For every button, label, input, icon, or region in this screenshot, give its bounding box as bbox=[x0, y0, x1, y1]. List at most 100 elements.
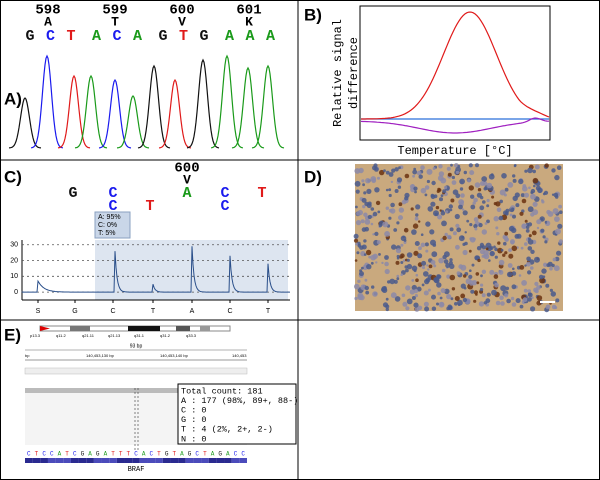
cell bbox=[454, 213, 460, 220]
translation bbox=[25, 458, 33, 463]
sequence-base: C bbox=[134, 451, 138, 458]
cell bbox=[476, 192, 482, 198]
cell bbox=[396, 254, 400, 258]
count-line: N : 0 bbox=[181, 434, 207, 444]
cell bbox=[358, 167, 364, 174]
cell bbox=[452, 231, 457, 236]
cell bbox=[534, 164, 540, 170]
cell bbox=[519, 304, 524, 309]
cell bbox=[396, 221, 400, 225]
cell bbox=[541, 268, 547, 274]
band-label: q11.2 bbox=[56, 333, 66, 338]
cell bbox=[477, 214, 482, 219]
cell bbox=[354, 180, 361, 187]
cell bbox=[375, 200, 381, 206]
cell bbox=[486, 219, 490, 224]
cell bbox=[493, 274, 499, 279]
cell bbox=[444, 232, 448, 237]
cell bbox=[400, 243, 404, 247]
translation bbox=[208, 458, 217, 463]
cell bbox=[508, 253, 514, 259]
cell bbox=[486, 204, 490, 208]
base-call: A bbox=[225, 28, 234, 45]
cell bbox=[440, 177, 447, 184]
cell bbox=[457, 303, 461, 307]
cell bbox=[420, 242, 426, 248]
cell bbox=[456, 271, 461, 276]
cell bbox=[528, 234, 532, 238]
x-tick-label: S bbox=[36, 308, 41, 315]
cell bbox=[463, 170, 467, 175]
cell bbox=[396, 274, 400, 278]
cell bbox=[393, 228, 398, 232]
cell bbox=[394, 296, 401, 302]
cell bbox=[391, 244, 397, 250]
base: T bbox=[257, 185, 266, 202]
cell bbox=[527, 289, 531, 293]
cell bbox=[486, 198, 490, 203]
cell bbox=[530, 188, 536, 194]
cell bbox=[508, 248, 512, 253]
base: C bbox=[220, 185, 229, 202]
cell bbox=[388, 193, 392, 198]
cell bbox=[555, 228, 561, 235]
cell bbox=[481, 269, 487, 274]
cell bbox=[498, 269, 504, 275]
cell bbox=[433, 264, 437, 268]
position: 140,453 bbox=[232, 353, 247, 358]
translation bbox=[78, 458, 87, 463]
count-line: G : 0 bbox=[181, 415, 207, 425]
count-line: T : 4 (2%, 2+, 2-) bbox=[181, 425, 273, 435]
y-tick-label: 10 bbox=[10, 273, 18, 280]
cell bbox=[518, 274, 522, 277]
count-line: A : 177 (98%, 89+, 88-) bbox=[181, 396, 298, 406]
cell bbox=[546, 209, 551, 215]
cell bbox=[452, 189, 459, 195]
cell bbox=[423, 290, 429, 296]
translation bbox=[193, 458, 202, 463]
sequence-base: A bbox=[58, 451, 62, 458]
cell bbox=[411, 296, 416, 300]
cell bbox=[468, 274, 473, 279]
cell bbox=[496, 232, 500, 236]
cell bbox=[433, 194, 438, 199]
cell bbox=[412, 174, 415, 178]
cell bbox=[520, 193, 525, 198]
cell bbox=[528, 186, 531, 190]
cell bbox=[420, 165, 425, 170]
cell bbox=[541, 200, 545, 204]
melt-curve bbox=[361, 11, 550, 120]
cell bbox=[366, 264, 372, 270]
cell bbox=[496, 207, 502, 213]
cell bbox=[363, 239, 367, 243]
cell bbox=[424, 306, 430, 312]
cell bbox=[524, 219, 528, 223]
translation bbox=[116, 458, 125, 463]
cell bbox=[495, 300, 501, 306]
cell bbox=[412, 223, 419, 229]
cell bbox=[405, 268, 409, 273]
cell bbox=[425, 249, 429, 253]
cell bbox=[508, 225, 515, 232]
cell bbox=[504, 293, 509, 298]
x-tick-label: C bbox=[110, 308, 115, 315]
cell bbox=[446, 166, 451, 171]
cell bbox=[363, 191, 367, 195]
cell bbox=[499, 199, 504, 204]
base: C bbox=[220, 198, 229, 215]
cell bbox=[415, 213, 419, 217]
cell bbox=[536, 295, 543, 301]
band-label: p13.3 bbox=[30, 333, 41, 338]
cell bbox=[524, 242, 528, 246]
cell bbox=[527, 270, 532, 275]
cell bbox=[357, 279, 361, 283]
cell bbox=[411, 229, 417, 235]
cell bbox=[474, 182, 481, 188]
cell bbox=[391, 168, 396, 173]
panel-label: C) bbox=[4, 167, 22, 186]
cell bbox=[427, 268, 430, 271]
cell bbox=[447, 172, 452, 177]
cell bbox=[532, 169, 536, 174]
cell bbox=[406, 252, 413, 258]
cell bbox=[370, 261, 374, 265]
